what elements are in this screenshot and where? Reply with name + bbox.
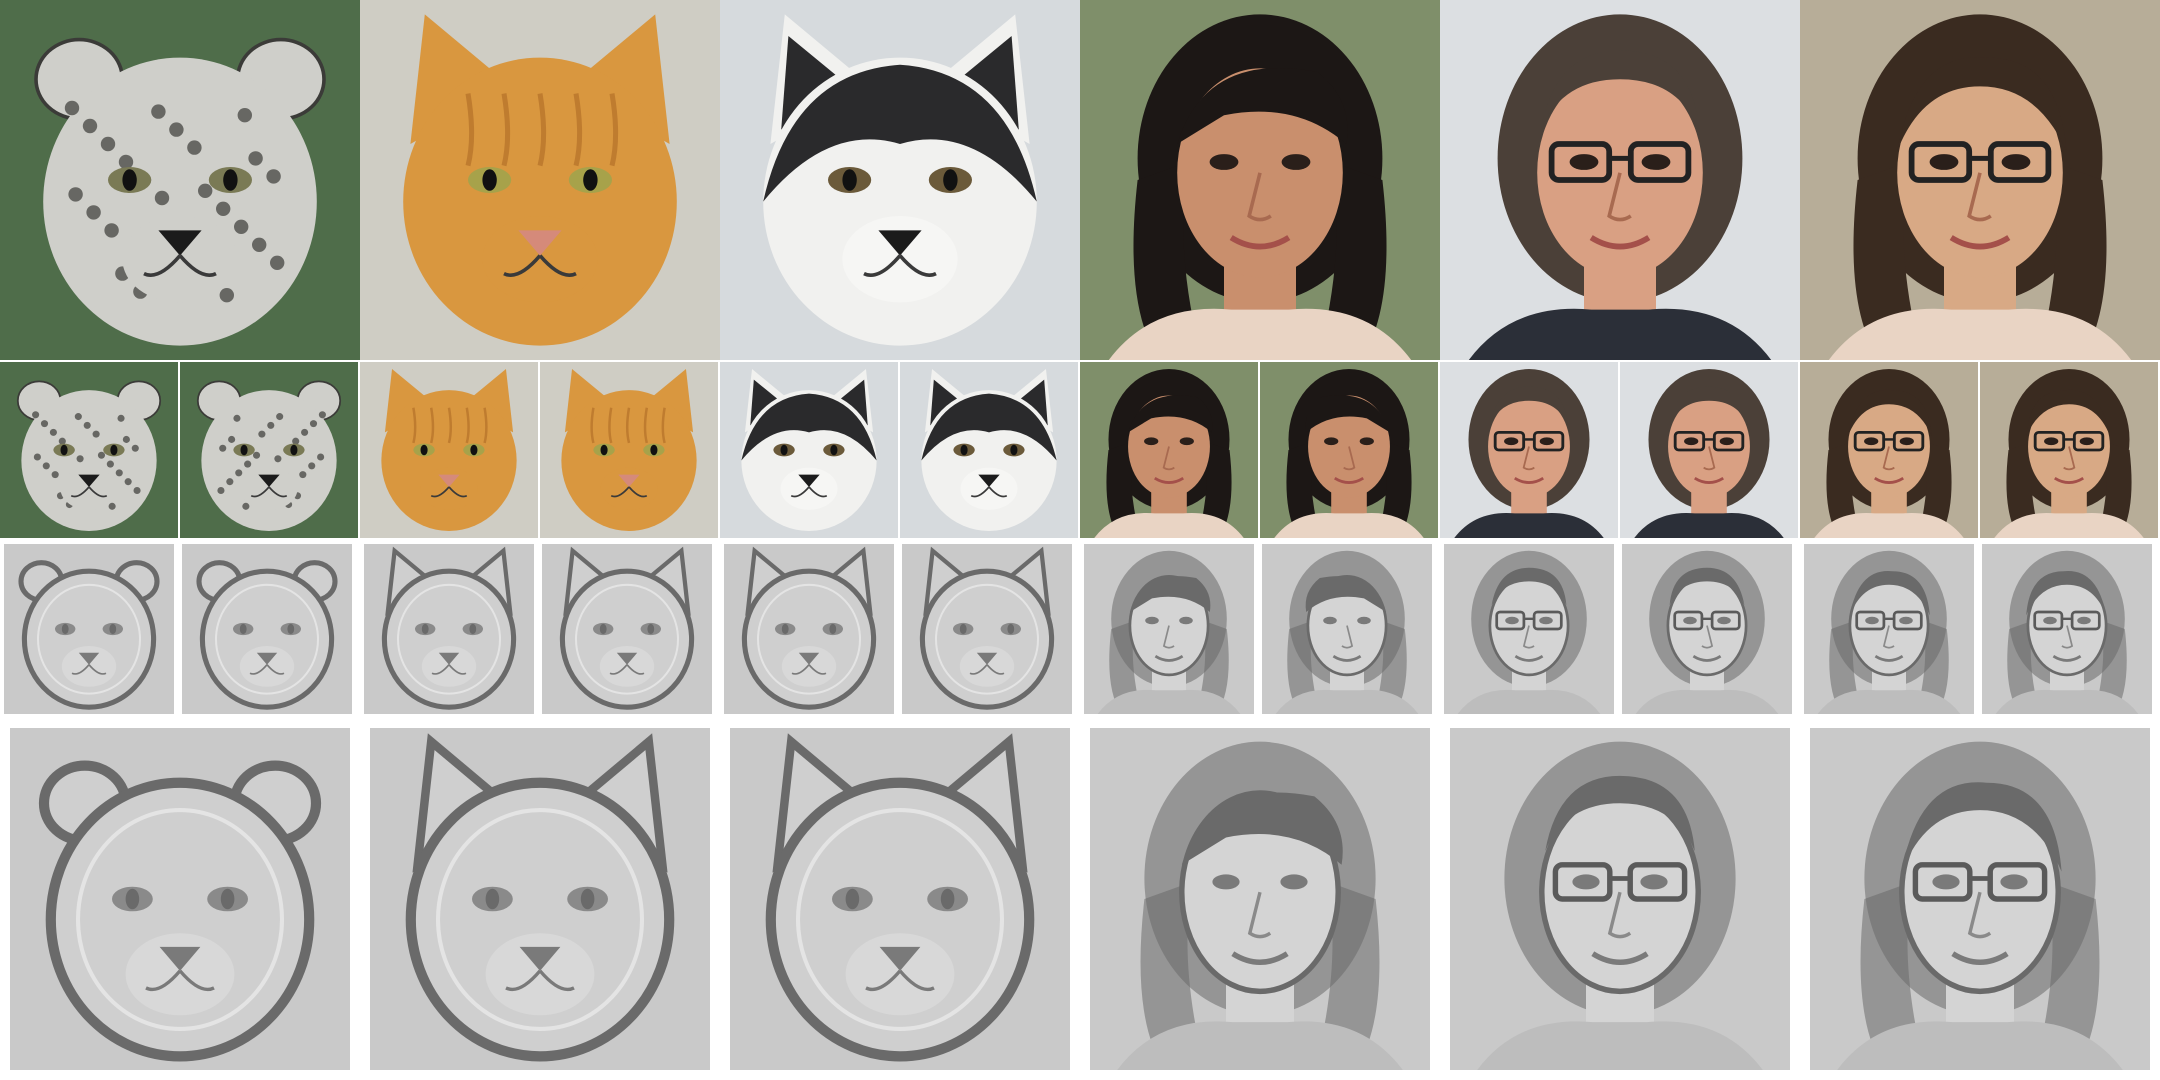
input-image-orange-cat: [360, 0, 720, 360]
input-image-woman-short-hair: [1080, 0, 1440, 360]
shading-view-woman-glasses-1: [1804, 544, 1974, 714]
shading-view-husky-1: [724, 544, 894, 714]
rendered-view-man-glasses-2: [1620, 362, 1798, 538]
shading-closeup-orange-cat: [370, 728, 710, 1070]
rendered-view-woman-glasses-1: [1800, 362, 1978, 538]
shading-closeup-snow-leopard: [10, 728, 350, 1070]
input-image-snow-leopard: [0, 0, 360, 360]
shading-closeup-man-glasses: [1450, 728, 1790, 1070]
rendered-view-snow-leopard-2: [180, 362, 358, 538]
rendered-view-husky-1: [720, 362, 898, 538]
rendered-view-woman-glasses-2: [1980, 362, 2158, 538]
shading-view-woman-short-hair-1: [1084, 544, 1254, 714]
rendered-view-woman-short-hair-2: [1260, 362, 1438, 538]
shading-view-orange-cat-1: [364, 544, 534, 714]
shading-view-woman-glasses-2: [1982, 544, 2152, 714]
rendered-view-orange-cat-2: [540, 362, 718, 538]
rendered-view-orange-cat-1: [360, 362, 538, 538]
shading-view-woman-short-hair-2: [1262, 544, 1432, 714]
rendered-view-woman-short-hair-1: [1080, 362, 1258, 538]
shading-view-snow-leopard-1: [4, 544, 174, 714]
shading-view-man-glasses-2: [1622, 544, 1792, 714]
shading-view-orange-cat-2: [542, 544, 712, 714]
rendered-view-husky-2: [900, 362, 1078, 538]
shading-closeup-husky: [730, 728, 1070, 1070]
shading-view-husky-2: [902, 544, 1072, 714]
rendered-view-snow-leopard-1: [0, 362, 178, 538]
input-image-man-glasses: [1440, 0, 1800, 360]
shading-closeup-woman-short-hair: [1090, 728, 1430, 1070]
shading-closeup-woman-glasses: [1810, 728, 2150, 1070]
shading-view-man-glasses-1: [1444, 544, 1614, 714]
rendered-view-man-glasses-1: [1440, 362, 1618, 538]
shading-view-snow-leopard-2: [182, 544, 352, 714]
input-image-husky: [720, 0, 1080, 360]
input-image-woman-glasses: [1800, 0, 2160, 360]
